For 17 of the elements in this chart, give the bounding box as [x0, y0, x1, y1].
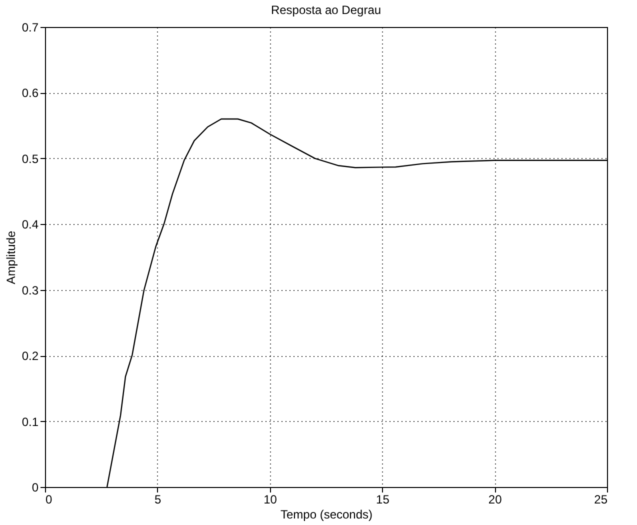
- y-axis-title: Amplitude: [4, 230, 18, 284]
- x-tick-label: 15: [376, 492, 390, 506]
- x-tick-label: 10: [264, 492, 278, 506]
- y-tick-label: 0.1: [22, 414, 39, 429]
- y-tick-label: 0.3: [22, 283, 39, 298]
- y-tick-label: 0: [32, 480, 39, 494]
- y-tick-label: 0.5: [22, 152, 39, 166]
- x-tick-label: 0: [46, 492, 52, 506]
- x-tick-label: 25: [594, 492, 608, 506]
- x-axis-title: Tempo (seconds): [280, 508, 373, 522]
- x-tick-label: 20: [488, 492, 502, 506]
- y-tick-label: 0.4: [22, 218, 39, 232]
- x-tick-label: 5: [154, 492, 162, 506]
- y-tick-label: 0.7: [22, 20, 39, 34]
- y-tick-label: 0.6: [22, 86, 39, 100]
- y-tick-label: 0.2: [22, 349, 39, 364]
- chart-title: Resposta ao Degrau: [270, 3, 382, 17]
